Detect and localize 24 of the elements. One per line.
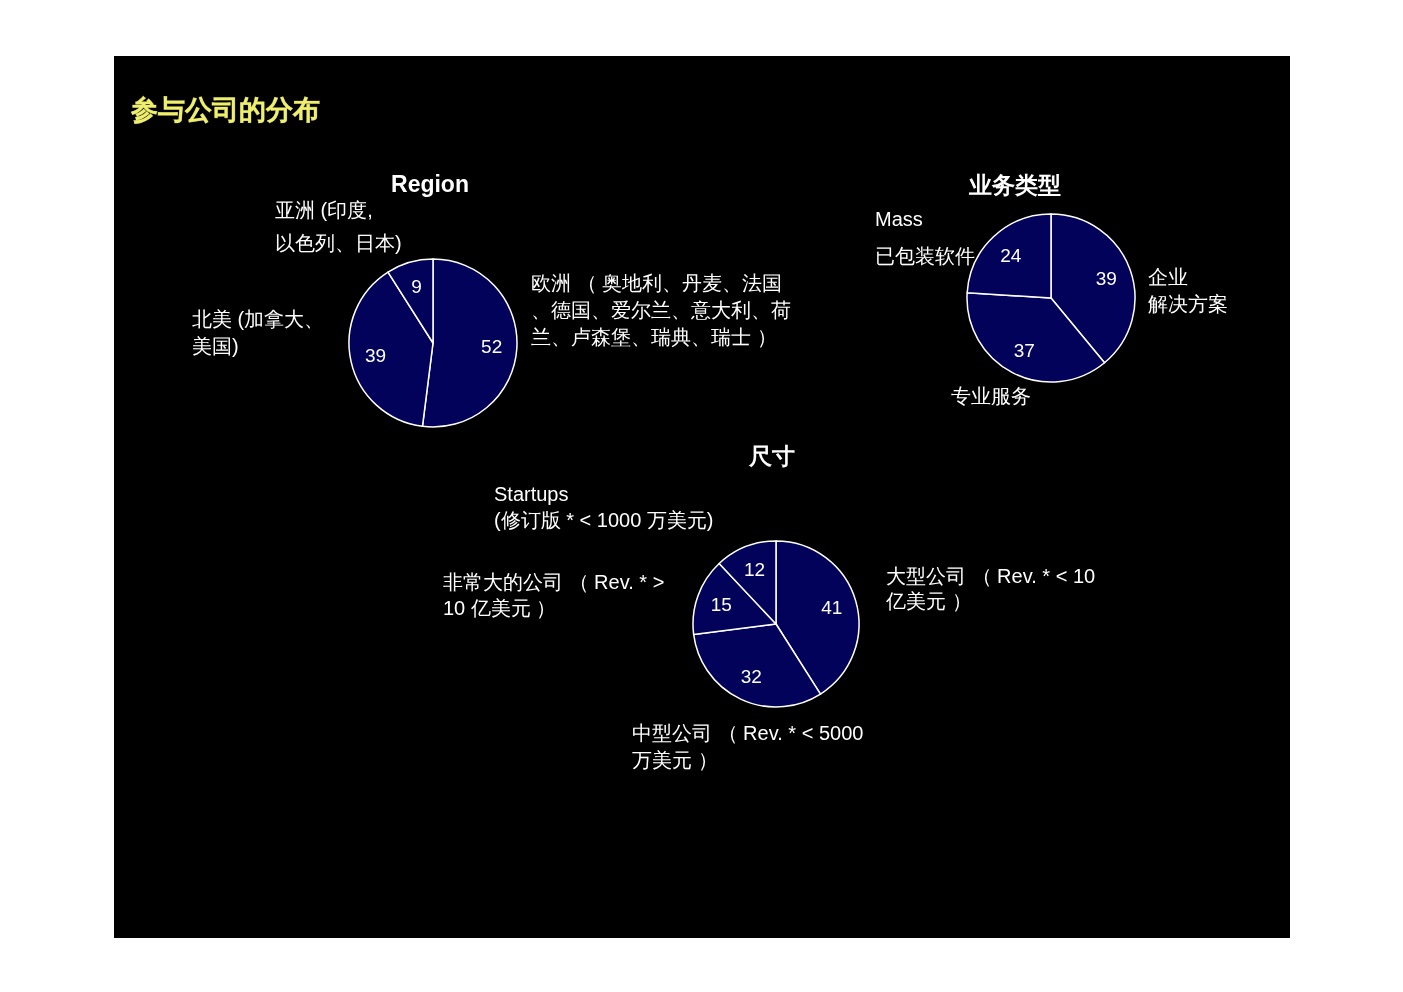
slice-label: 北美 (加拿大、美国) [192, 308, 325, 357]
slice-label: Mass 已包装软件 [875, 208, 975, 267]
slice-label: 亚洲 (印度, 以色列、日本) [275, 199, 402, 254]
slice-label: 欧洲 （ 奥地利、丹麦、法国、德国、爱尔兰、意大利、荷兰、卢森堡、瑞典、瑞士 ） [531, 272, 791, 348]
data-label: 24 [1000, 244, 1022, 266]
chart-title: 业务类型 [968, 172, 1061, 198]
slice-label: 中型公司 （ Rev. * < 5000 万美元 ） [632, 722, 864, 771]
slice-label: 非常大的公司 （ Rev. * > 10 亿美元 ） [443, 571, 665, 619]
slice-label: 大型公司 （ Rev. * < 10 亿美元 ） [885, 565, 1096, 612]
slice-label: Startups (修订版 * < 1000 万美元) [494, 483, 714, 531]
data-label: 9 [411, 276, 422, 298]
chart-title: Region [391, 171, 469, 197]
data-label: 39 [365, 345, 387, 367]
data-label: 12 [744, 559, 766, 581]
slice-label: 企业解决方案 [1148, 266, 1228, 315]
data-label: 37 [1013, 339, 1035, 361]
chart-title: 尺寸 [748, 443, 795, 469]
data-label: 52 [481, 336, 503, 358]
data-label: 15 [710, 593, 732, 615]
slice-label: 专业服务 [951, 385, 1031, 407]
data-label: 41 [821, 597, 843, 619]
data-label: 32 [740, 666, 762, 688]
text: 参与公司的分布 [130, 95, 320, 125]
data-label: 39 [1095, 267, 1117, 289]
